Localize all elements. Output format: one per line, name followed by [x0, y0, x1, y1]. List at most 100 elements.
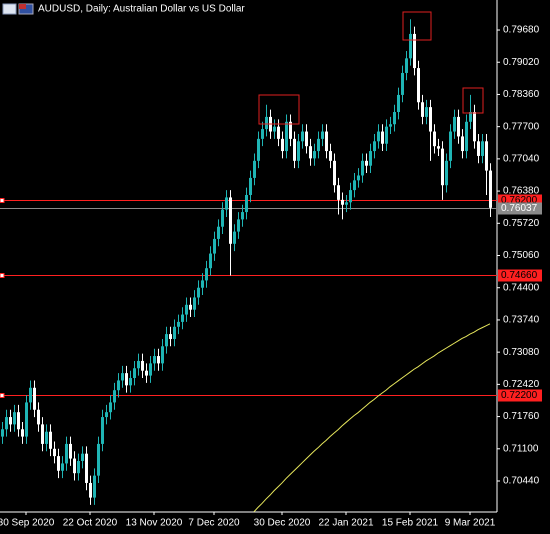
last-price-label: 0.76037: [501, 203, 538, 214]
candle-body: [329, 151, 332, 161]
candle-body: [337, 185, 340, 200]
level-handle: [0, 393, 5, 398]
candle-body: [253, 160, 256, 178]
candle-body: [29, 387, 32, 403]
candle-body: [117, 380, 120, 391]
candle-body: [321, 131, 324, 139]
candle-body: [61, 463, 64, 471]
candle-body: [489, 170, 492, 208]
level-handle: [0, 273, 5, 278]
candle-body: [161, 346, 164, 364]
candle-body: [49, 431, 52, 449]
candle-body: [441, 148, 444, 186]
x-tick-label: 15 Feb 2021: [382, 518, 439, 529]
x-tick-label: 9 Mar 2021: [445, 518, 496, 529]
candle-body: [369, 151, 372, 166]
candle-body: [453, 116, 456, 132]
candle-body: [365, 160, 368, 166]
y-tick-label: 0.75060: [503, 250, 540, 261]
candle-body: [473, 112, 476, 142]
candle-body: [281, 138, 284, 152]
candle-body: [257, 138, 260, 161]
candle-body: [125, 373, 128, 386]
candle-body: [93, 475, 96, 498]
candle-body: [25, 402, 28, 437]
candle-body: [177, 321, 180, 327]
x-tick-label: 22 Jan 2021: [318, 518, 373, 529]
candle-body: [129, 378, 132, 386]
candle-body: [293, 138, 296, 161]
candle-body: [109, 402, 112, 413]
candle-body: [445, 160, 448, 186]
candle-body: [101, 417, 104, 444]
level-label: 0.76200: [501, 195, 538, 206]
y-tick-label: 0.79020: [503, 57, 540, 68]
level-label-bg: [498, 269, 542, 282]
level-handle: [0, 198, 5, 203]
candle-body: [1, 429, 4, 437]
candle-body: [241, 212, 244, 220]
candle-body: [405, 58, 408, 73]
last-price-label-bg: [498, 202, 542, 215]
y-tick-label: 0.78360: [503, 89, 540, 100]
y-tick-label: 0.73080: [503, 347, 540, 358]
candle-body: [89, 482, 92, 498]
candle-body: [137, 360, 140, 369]
y-tick-label: 0.77040: [503, 154, 540, 165]
candle-body: [149, 363, 152, 376]
candle-body: [69, 443, 72, 459]
candle-body: [53, 448, 56, 457]
candle-body: [325, 131, 328, 152]
candle-body: [317, 138, 320, 152]
candle-body: [409, 33, 412, 59]
candle-body: [57, 456, 60, 471]
candle-body: [461, 136, 464, 152]
y-tick-label: 0.70440: [503, 476, 540, 487]
candle-body: [225, 197, 228, 210]
x-tick-label: 30 Dec 2020: [254, 518, 311, 529]
candle-body: [345, 202, 348, 205]
candle-body: [433, 131, 436, 147]
candle-body: [153, 356, 156, 364]
x-tick-label: 13 Nov 2020: [126, 518, 183, 529]
level-label: 0.72200: [501, 390, 538, 401]
candle-body: [261, 129, 264, 139]
candle-body: [165, 334, 168, 347]
candle-body: [305, 131, 308, 147]
candle-body: [385, 126, 388, 144]
candle-body: [17, 412, 20, 430]
candle-body: [485, 141, 488, 171]
candle-body: [477, 141, 480, 156]
symbol-icon: [2, 3, 34, 15]
candle-body: [465, 121, 468, 152]
moving-average-line: [253, 323, 491, 513]
candle-body: [481, 141, 484, 156]
candle-body: [381, 131, 384, 144]
candle-body: [13, 412, 16, 425]
y-tick-label: 0.76380: [503, 186, 540, 197]
candle-body: [121, 373, 124, 381]
x-tick-label: 22 Oct 2020: [63, 518, 118, 529]
candle-body: [185, 304, 188, 315]
candle-body: [389, 124, 392, 127]
candle-body: [189, 304, 192, 310]
annotation-boxes: [258, 11, 484, 125]
candle-body: [377, 131, 380, 142]
candle-body: [85, 453, 88, 483]
candle-body: [333, 160, 336, 186]
y-tick-label: 0.73740: [503, 315, 540, 326]
candle-body: [393, 112, 396, 125]
candle-body: [297, 141, 300, 161]
x-tick-label: 7 Dec 2020: [188, 518, 240, 529]
level-label: 0.74660: [501, 270, 538, 281]
highlight-box: [258, 94, 300, 125]
candle-body: [37, 409, 40, 425]
candle-body: [33, 387, 36, 410]
y-tick-label: 0.79680: [503, 25, 540, 36]
candle-body: [413, 33, 416, 69]
candle-body: [217, 226, 220, 239]
y-tick-label: 0.72420: [503, 379, 540, 390]
candle-body: [273, 126, 276, 132]
y-tick-label: 0.77700: [503, 121, 540, 132]
candle-body: [341, 199, 344, 205]
